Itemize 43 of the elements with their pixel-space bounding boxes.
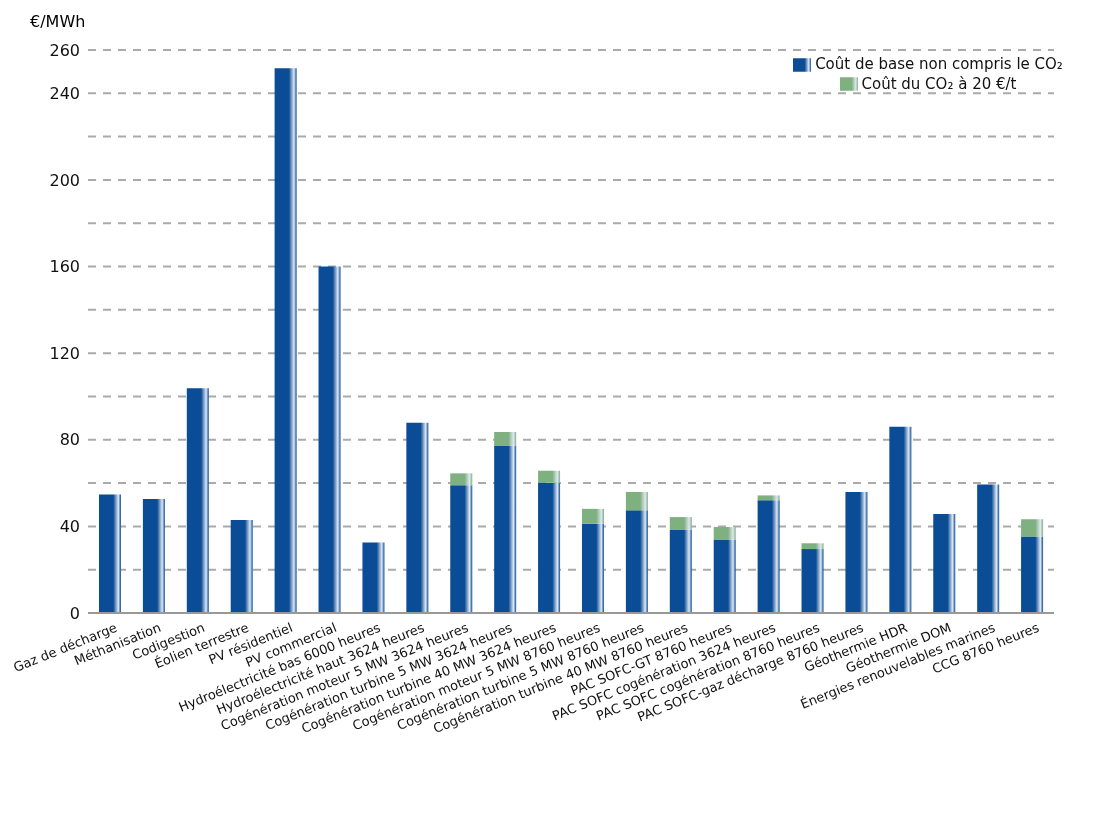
bar — [406, 422, 429, 613]
bar — [713, 539, 736, 613]
y-tick-label: 120 — [49, 343, 80, 363]
bar — [494, 431, 517, 446]
bar — [889, 426, 912, 613]
bar — [538, 482, 561, 613]
y-tick-label: 160 — [49, 257, 80, 277]
bar — [801, 549, 824, 613]
bar — [977, 484, 1000, 613]
bar — [494, 445, 517, 613]
y-tick-label: 40 — [59, 517, 80, 537]
bar — [757, 500, 780, 613]
bar — [318, 266, 341, 613]
bar — [669, 529, 692, 613]
bar — [450, 473, 473, 486]
bar — [669, 517, 692, 530]
bar — [581, 523, 604, 613]
y-tick-label: 260 — [49, 40, 80, 60]
bar — [186, 388, 209, 613]
bar — [142, 499, 165, 613]
bar — [757, 495, 780, 501]
y-tick-label: 80 — [59, 430, 80, 450]
bar — [450, 485, 473, 613]
bar — [1021, 536, 1044, 613]
bar — [801, 543, 824, 550]
bar — [98, 494, 121, 613]
legend-label: Coût de base non compris le CO₂ — [815, 55, 1063, 73]
bar — [845, 491, 868, 613]
bar — [362, 542, 385, 613]
bar — [538, 470, 561, 483]
y-axis-title: €/MWh — [30, 12, 86, 31]
bar — [581, 508, 604, 524]
bar — [713, 527, 736, 540]
legend-label: Coût du CO₂ à 20 €/t — [861, 74, 1017, 93]
y-tick-label: 200 — [49, 170, 80, 190]
y-tick-label: 240 — [49, 83, 80, 103]
bar — [230, 520, 253, 613]
bar — [1021, 519, 1044, 537]
y-tick-label: 0 — [69, 603, 80, 623]
bar — [625, 491, 648, 511]
bar — [933, 514, 956, 613]
bar — [274, 68, 297, 613]
bar — [625, 510, 648, 613]
